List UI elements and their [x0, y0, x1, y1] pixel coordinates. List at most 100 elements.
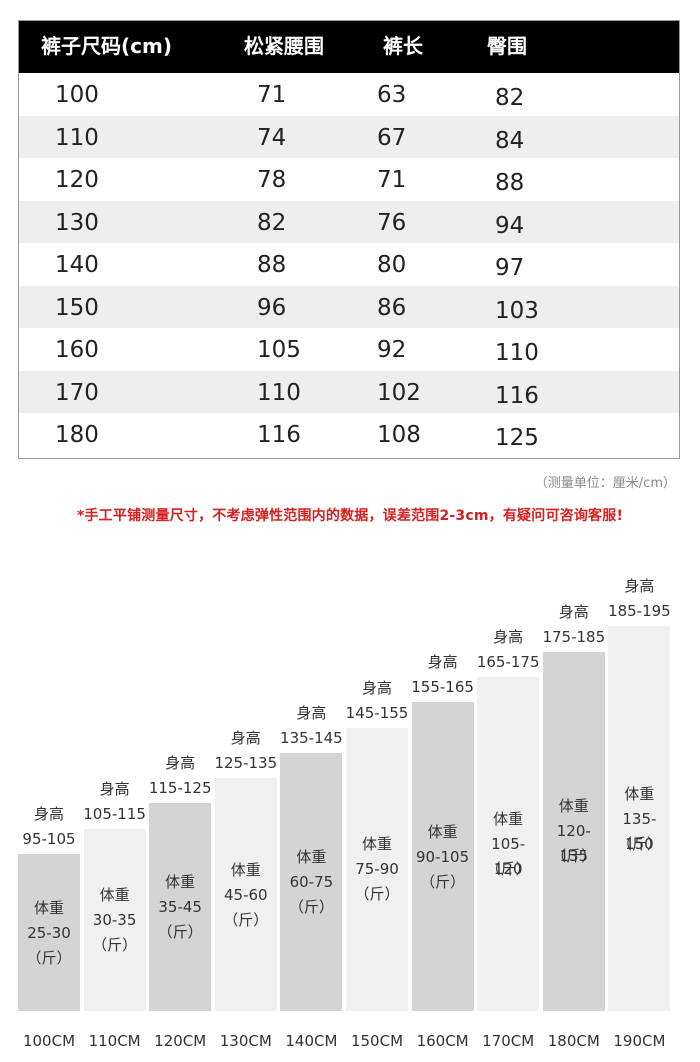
height-range: 125-135	[214, 754, 278, 773]
weight-unit: （斤）	[92, 935, 138, 954]
height-range: 115-125	[148, 779, 212, 798]
table-row: 160 105 92 110	[19, 328, 679, 371]
weight-unit: （斤）	[26, 948, 72, 967]
height-label: 身高	[624, 577, 655, 596]
cell-hip: 103	[495, 297, 539, 324]
x-axis-label: 130CM	[219, 1032, 272, 1050]
height-label: 身高	[296, 703, 327, 722]
cell-size: 150	[55, 294, 99, 321]
height-range: 145-155	[345, 703, 409, 722]
cell-size: 120	[55, 167, 99, 194]
x-axis-label: 150CM	[350, 1032, 404, 1050]
table-row: 120 78 71 88	[19, 158, 679, 201]
cell-length: 108	[377, 422, 421, 449]
cell-hip: 88	[495, 170, 525, 197]
cell-size: 180	[55, 422, 99, 449]
weight-range: 135-150	[622, 809, 657, 853]
height-range: 105-115	[83, 804, 146, 823]
weight-range: 120-135	[556, 822, 591, 866]
weight-range: 75-90	[355, 860, 399, 879]
cell-waist: 74	[257, 124, 287, 151]
x-axis-label: 190CM	[613, 1032, 666, 1050]
height-label: 身高	[165, 754, 196, 773]
cell-waist: 105	[257, 337, 301, 364]
cell-hip: 110	[495, 340, 539, 367]
cell-length: 86	[377, 294, 407, 321]
cell-waist: 96	[257, 294, 287, 321]
cell-waist: 71	[257, 82, 287, 108]
cell-length: 63	[377, 82, 407, 108]
weight-label: 体重	[230, 860, 261, 879]
weight-unit: （斤）	[288, 897, 334, 916]
weight-range: 105-120	[491, 834, 526, 878]
weight-unit: （斤）	[157, 923, 203, 942]
height-range: 165-175	[476, 652, 540, 671]
height-range: 185-195	[608, 602, 671, 621]
weight-label: 体重	[99, 885, 130, 904]
height-label: 身高	[33, 805, 64, 823]
weight-range: 35-45	[158, 898, 202, 917]
weight-range: 30-35	[92, 910, 137, 929]
cell-waist: 88	[257, 252, 287, 279]
cell-size: 130	[55, 209, 99, 236]
unit-note: （测量单位：厘米/cm）	[534, 476, 676, 491]
cell-waist: 116	[257, 422, 301, 449]
x-axis-label: 180CM	[547, 1032, 600, 1050]
weight-label: 体重	[624, 784, 655, 803]
x-axis-label: 120CM	[154, 1032, 207, 1050]
size-bar: 体重 135-150 （斤）	[608, 626, 671, 1011]
weight-label: 体重	[296, 847, 327, 866]
size-bar: 体重 60-75 （斤）	[280, 752, 343, 1011]
table-header: 裤子尺码(cm) 松紧腰围 裤长 臀围	[19, 21, 679, 73]
size-bar: 体重 45-60 （斤）	[214, 778, 277, 1011]
weight-label: 体重	[558, 797, 589, 816]
weight-unit: （斤）	[223, 910, 269, 929]
height-range: 95-105	[22, 830, 76, 848]
header-length: 裤长	[383, 34, 423, 58]
table-row: 100 71 63 82	[19, 73, 679, 116]
height-label: 身高	[230, 729, 261, 748]
weight-unit: （斤）	[485, 859, 531, 878]
height-label: 身高	[558, 602, 589, 621]
height-range: 155-165	[411, 678, 474, 697]
cell-hip: 84	[495, 127, 525, 154]
size-bar: 体重 75-90 （斤）	[346, 727, 408, 1011]
x-axis-label: 110CM	[88, 1032, 141, 1050]
size-bar: 体重 120-135 （斤）	[542, 651, 605, 1011]
cell-size: 100	[55, 82, 99, 108]
size-bar: 体重 30-35 （斤）	[83, 828, 146, 1011]
cell-length: 102	[377, 379, 421, 406]
header-waist: 松紧腰围	[244, 34, 324, 58]
disclaimer-text: *手工平铺测量尺寸，不考虑弹性范围内的数据，误差范围2-3cm，有疑问可咨询客服…	[76, 508, 624, 524]
weight-label: 体重	[361, 835, 392, 854]
cell-waist: 82	[257, 209, 287, 236]
weight-range: 60-75	[289, 872, 334, 891]
cell-size: 170	[55, 379, 99, 406]
header-hip: 臀围	[487, 34, 527, 58]
cell-length: 80	[377, 252, 407, 279]
weight-range: 90-105	[416, 847, 470, 866]
weight-unit: （斤）	[551, 847, 597, 866]
cell-size: 140	[55, 252, 99, 279]
weight-label: 体重	[33, 898, 64, 917]
x-axis-label: 140CM	[285, 1032, 338, 1050]
size-bar: 体重 35-45 （斤）	[149, 803, 212, 1011]
weight-unit: （斤）	[420, 872, 466, 891]
table-row: 140 88 80 97	[19, 243, 679, 286]
cell-hip: 125	[495, 425, 539, 452]
cell-waist: 110	[257, 379, 301, 406]
cell-size: 160	[55, 337, 99, 364]
cell-hip: 94	[495, 212, 525, 239]
weight-label: 体重	[493, 809, 524, 828]
size-table: 裤子尺码(cm) 松紧腰围 裤长 臀围 100 71 63 82 110 74 …	[18, 20, 680, 459]
cell-length: 76	[377, 209, 407, 236]
weight-label: 体重	[427, 822, 458, 841]
header-size: 裤子尺码(cm)	[41, 34, 172, 58]
height-label: 身高	[99, 779, 130, 798]
size-bar: 体重 90-105 （斤）	[411, 702, 474, 1011]
size-bar: 体重 25-30 （斤）	[18, 854, 80, 1011]
height-range: 175-185	[542, 627, 606, 646]
cell-length: 71	[377, 167, 407, 194]
size-bar: 体重 105-120 （斤）	[477, 676, 540, 1011]
weight-range: 25-30	[27, 923, 71, 942]
